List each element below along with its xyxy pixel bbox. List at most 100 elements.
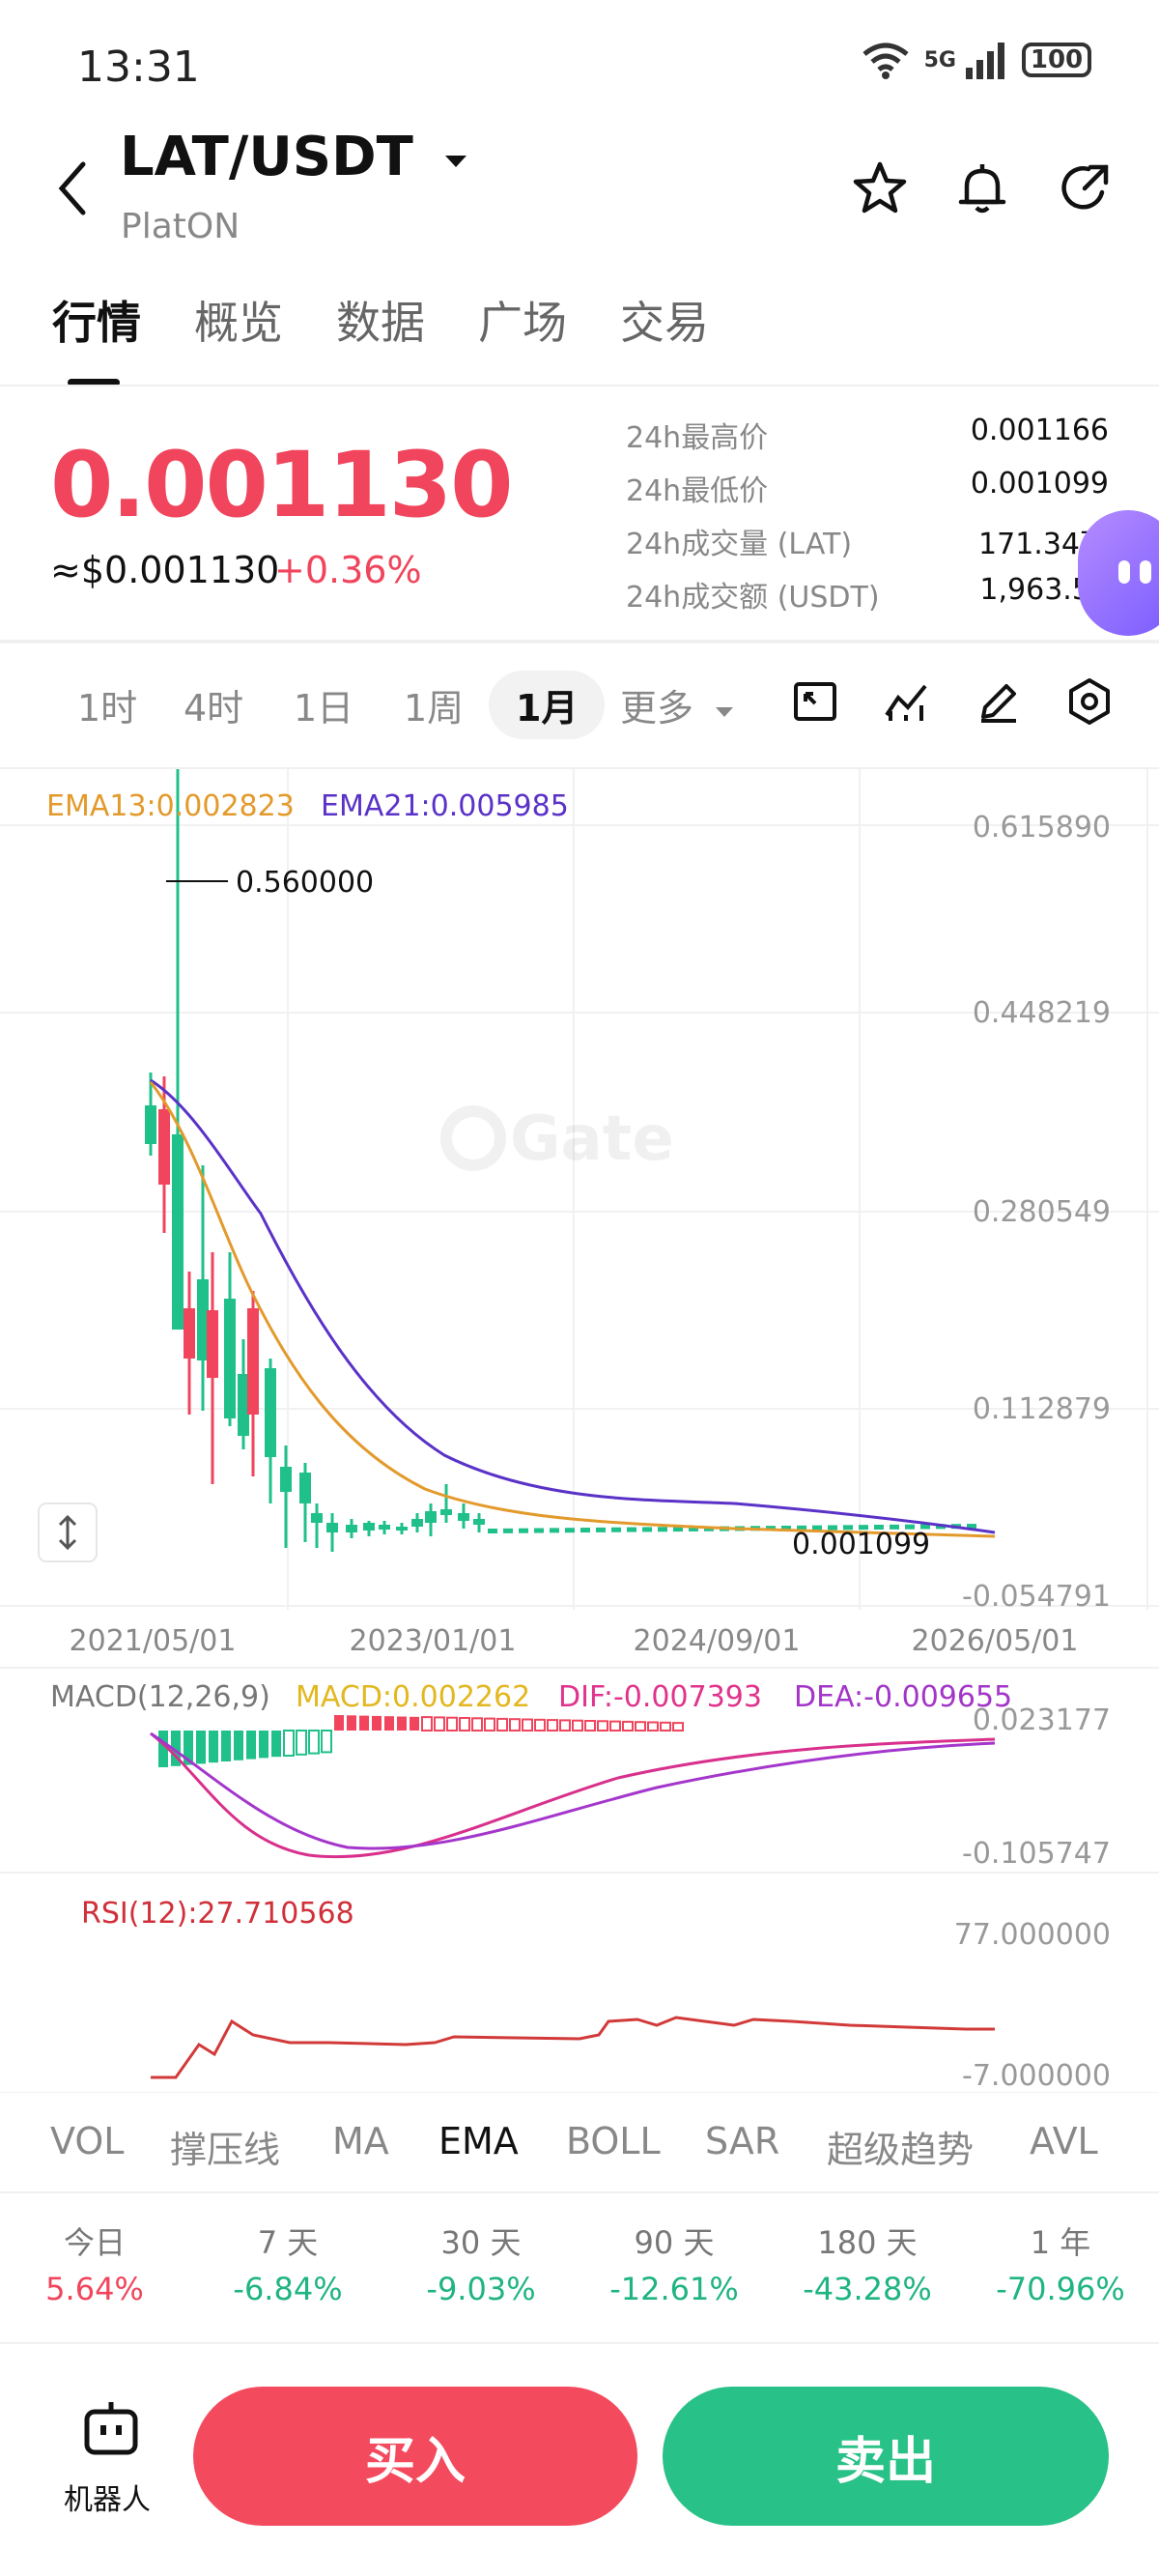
interval-1mo[interactable]: 1月 bbox=[489, 671, 606, 739]
y-tick: 0.615890 bbox=[973, 811, 1111, 844]
macd-bar bbox=[496, 1717, 508, 1732]
macd-bar bbox=[259, 1731, 269, 1759]
macd-bar bbox=[296, 1730, 307, 1756]
candle bbox=[766, 1526, 776, 1531]
macd-bar bbox=[559, 1719, 571, 1732]
macd-y-tick: 0.023177 bbox=[973, 1703, 1111, 1737]
x-tick: 2026/05/01 bbox=[912, 1624, 1079, 1658]
candle bbox=[379, 1525, 390, 1530]
robot-button[interactable] bbox=[58, 2396, 164, 2522]
interval-1w[interactable]: 1周 bbox=[404, 687, 465, 730]
price-divider bbox=[0, 640, 1159, 644]
back-button[interactable] bbox=[48, 155, 97, 222]
sell-button[interactable]: 卖出 bbox=[663, 2387, 1109, 2526]
caret-down-icon bbox=[445, 155, 467, 167]
perf-value: 5.64% bbox=[45, 2271, 144, 2307]
macd-bar bbox=[522, 1718, 533, 1732]
wifi-icon bbox=[862, 43, 909, 79]
robot-label: 机器人 bbox=[64, 2483, 151, 2517]
indicator-sar[interactable]: SAR bbox=[705, 2120, 780, 2162]
perf-label: 90 天 bbox=[634, 2224, 715, 2261]
tab-market[interactable]: 行情 bbox=[52, 288, 141, 386]
chevron-left-icon bbox=[58, 161, 86, 215]
pair-selector[interactable]: LAT/USDT bbox=[120, 126, 470, 188]
indicator-ma[interactable]: MA bbox=[332, 2120, 389, 2162]
perf-value: -12.61% bbox=[609, 2271, 739, 2307]
candle bbox=[172, 1134, 184, 1330]
network-type: 5G bbox=[923, 47, 956, 72]
candle bbox=[828, 1525, 837, 1531]
indicator-supertrend[interactable]: 超级趋势 bbox=[827, 2129, 975, 2171]
macd-bar bbox=[283, 1730, 295, 1757]
candle bbox=[265, 1368, 276, 1457]
y-tick: -0.054791 bbox=[962, 1580, 1111, 1614]
candle bbox=[797, 1525, 806, 1531]
assistant-bubble[interactable] bbox=[1078, 510, 1159, 636]
candle bbox=[488, 1529, 497, 1533]
macd-bar bbox=[597, 1720, 608, 1732]
macd-bar bbox=[234, 1731, 243, 1760]
draw-icon[interactable] bbox=[974, 676, 1024, 727]
share-button[interactable] bbox=[1051, 155, 1118, 222]
settings-icon[interactable] bbox=[1064, 676, 1115, 727]
interval-4h[interactable]: 4时 bbox=[184, 687, 244, 730]
macd-label: MACD:0.002262 bbox=[296, 1680, 530, 1714]
fullscreen-icon[interactable] bbox=[790, 676, 840, 727]
rsi-label: RSI(12):27.710568 bbox=[81, 1897, 354, 1931]
dea-label: DEA:-0.009655 bbox=[794, 1680, 1012, 1714]
tab-data[interactable]: 数据 bbox=[336, 297, 425, 349]
kline-chart[interactable]: Gate 0.560000 0.001099 EMA13:0.002823 EM… bbox=[0, 769, 1159, 2093]
candle bbox=[503, 1528, 513, 1533]
battery-icon: 100 bbox=[1022, 43, 1091, 77]
macd-bar bbox=[372, 1715, 382, 1731]
interval-1h[interactable]: 1时 bbox=[77, 687, 138, 730]
macd-bar bbox=[209, 1731, 218, 1763]
favorite-button[interactable] bbox=[846, 155, 914, 222]
candle bbox=[299, 1473, 311, 1503]
macd-bar bbox=[246, 1731, 256, 1760]
indicator-support[interactable]: 撑压线 bbox=[170, 2129, 281, 2171]
macd-bar bbox=[547, 1719, 558, 1732]
alert-button[interactable] bbox=[948, 155, 1016, 222]
macd-bar bbox=[334, 1715, 344, 1731]
tabs-divider bbox=[0, 385, 1159, 386]
perf-label: 7 天 bbox=[257, 2224, 319, 2261]
macd-bar bbox=[509, 1718, 521, 1732]
macd-bar bbox=[397, 1716, 407, 1731]
chart-resize-handle[interactable] bbox=[38, 1503, 98, 1562]
indicator-icon[interactable] bbox=[881, 676, 931, 727]
buy-button[interactable]: 买入 bbox=[193, 2387, 637, 2526]
candle bbox=[859, 1525, 868, 1531]
indicator-ema[interactable]: EMA bbox=[438, 2120, 519, 2162]
interval-1d[interactable]: 1日 bbox=[294, 687, 354, 730]
candle bbox=[440, 1509, 452, 1515]
perf-value: -9.03% bbox=[426, 2271, 536, 2307]
indicator-boll[interactable]: BOLL bbox=[566, 2120, 661, 2162]
macd-bar bbox=[459, 1717, 470, 1732]
stat-value-high: 0.001166 bbox=[970, 414, 1109, 447]
macd-bar bbox=[660, 1721, 671, 1732]
candle bbox=[673, 1527, 683, 1532]
tab-square[interactable]: 广场 bbox=[478, 297, 567, 349]
tab-trade[interactable]: 交易 bbox=[620, 297, 709, 349]
interval-more[interactable]: 更多 bbox=[620, 678, 736, 731]
stat-label-low: 24h最低价 bbox=[626, 474, 769, 508]
pair-title: LAT/USDT bbox=[120, 126, 413, 188]
candle bbox=[346, 1525, 357, 1532]
indicator-vol[interactable]: VOL bbox=[50, 2120, 125, 2162]
macd-bar bbox=[622, 1720, 634, 1732]
indicator-avl[interactable]: AVL bbox=[1030, 2120, 1098, 2162]
macd-bar bbox=[647, 1721, 659, 1732]
candle bbox=[311, 1513, 323, 1523]
macd-bar bbox=[421, 1716, 433, 1732]
usd-price: ≈$0.001130 bbox=[50, 549, 280, 591]
macd-bar bbox=[271, 1731, 281, 1758]
macd-bar bbox=[347, 1715, 356, 1731]
robot-icon bbox=[84, 2402, 138, 2455]
tab-overview[interactable]: 概览 bbox=[194, 297, 283, 349]
dif-label: DIF:-0.007393 bbox=[558, 1680, 762, 1714]
pair-subtitle: PlatON bbox=[121, 207, 240, 246]
macd-bar bbox=[609, 1720, 621, 1732]
candle bbox=[458, 1513, 469, 1521]
candle bbox=[425, 1511, 437, 1523]
